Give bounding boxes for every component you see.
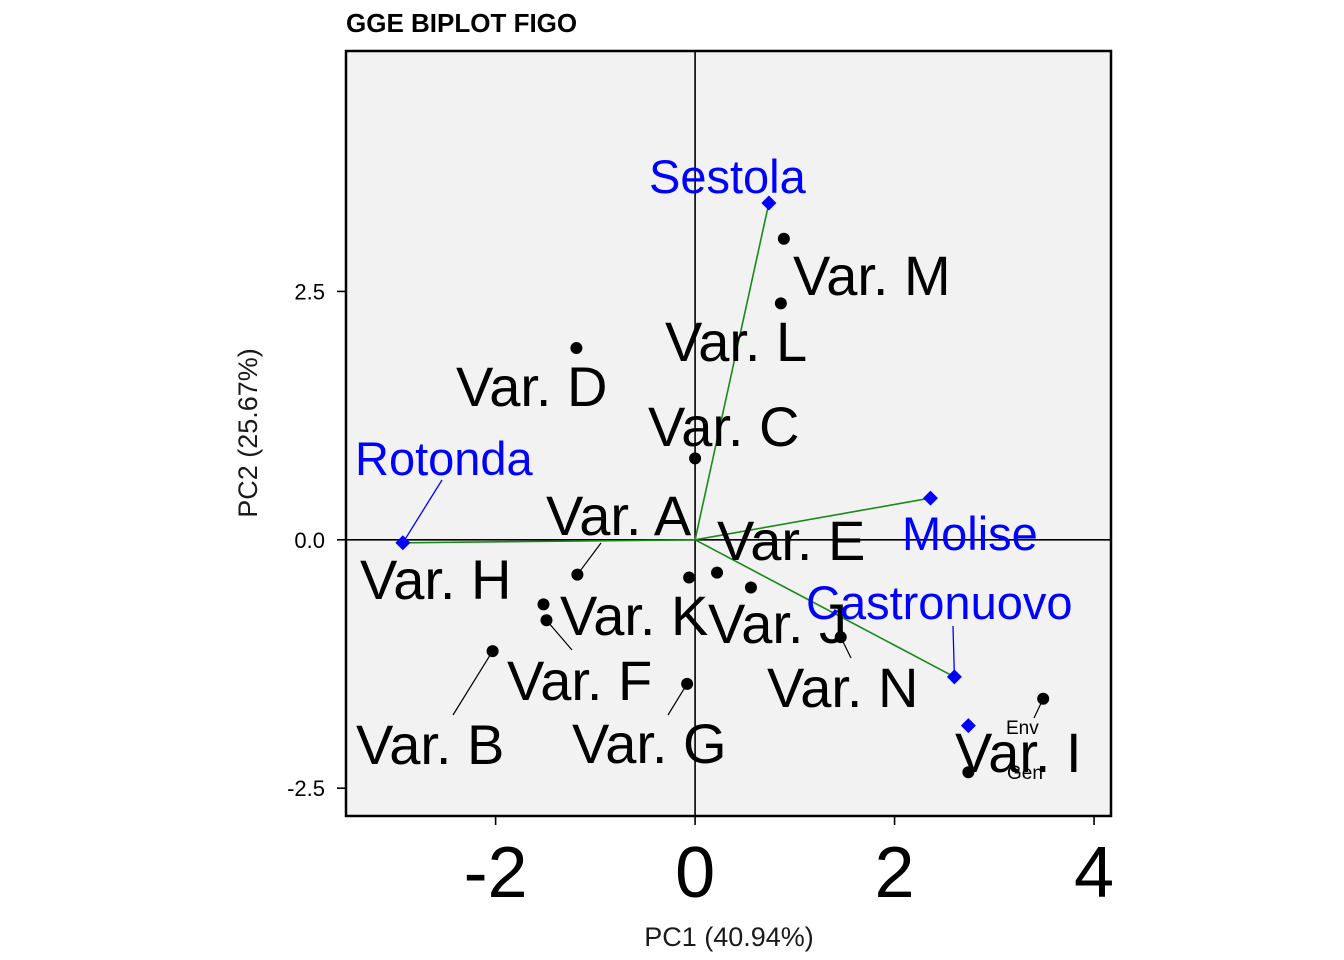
point-var-a (571, 568, 584, 581)
y-tick-label: 0.0 (294, 528, 325, 553)
label-var-a: Var. A (546, 484, 692, 547)
legend-key-env (960, 718, 976, 734)
plot-border (344, 49, 1113, 818)
point-var-b (486, 645, 499, 658)
point-var-g (681, 677, 694, 690)
chart-title: GGE BIPLOT FIGO (346, 8, 577, 38)
point-var-h (537, 598, 550, 611)
label-castronuovo: Castronuovo (806, 576, 1073, 629)
label-var-g: Var. G (572, 712, 727, 775)
point-var-f (540, 614, 553, 627)
label-var-h: Var. H (360, 548, 511, 611)
legend-key-gen (962, 766, 975, 779)
x-tick-label: -2 (464, 833, 528, 913)
leader-var-a (576, 542, 602, 575)
label-var-l: Var. L (665, 310, 807, 373)
leader-var-g (667, 683, 688, 716)
y-axis-title: PC2 (25.67%) (233, 348, 263, 518)
leader-rotonda (402, 479, 443, 544)
leader-castronuovo (952, 625, 956, 677)
point-rotonda (395, 535, 411, 551)
label-var-d: Var. D (456, 355, 607, 418)
label-var-i: Var. I (955, 721, 1082, 784)
label-molise: Molise (902, 507, 1038, 560)
label-var-j: Var. J (708, 592, 847, 655)
point-castronuovo (946, 669, 962, 685)
point-var-k (683, 571, 696, 584)
vector-rotonda (402, 539, 696, 544)
point-var-j (744, 581, 757, 594)
label-var-n: Var. N (767, 656, 918, 719)
x-tick-label: 0 (675, 833, 715, 913)
label-var-e: Var. E (717, 509, 865, 572)
label-var-f: Var. F (507, 649, 652, 712)
plot-panel (346, 51, 1111, 816)
y-tick-label: -2.5 (287, 776, 325, 801)
vector-molise (694, 497, 931, 541)
label-var-m: Var. M (793, 244, 951, 307)
label-sestola: Sestola (649, 150, 807, 203)
point-var-e (711, 566, 724, 579)
point-molise (922, 490, 938, 506)
vector-castronuovo (694, 539, 955, 678)
x-tick-label: 4 (1074, 833, 1114, 913)
point-var-l (774, 297, 787, 310)
x-tick-label: 2 (875, 833, 915, 913)
label-rotonda: Rotonda (355, 432, 534, 485)
point-sestola (761, 195, 777, 211)
point-var-c (689, 452, 702, 465)
x-axis-title: PC1 (40.94%) (644, 922, 814, 952)
point-var-i (1037, 692, 1050, 705)
leader-var-f (546, 619, 573, 651)
leader-var-b (452, 650, 494, 716)
label-var-c: Var. C (648, 395, 799, 458)
y-tick-label: 2.5 (294, 279, 325, 304)
point-var-n (834, 631, 847, 644)
point-var-m (777, 232, 790, 245)
legend-label-env: Env (1006, 718, 1039, 739)
point-var-d (570, 342, 583, 355)
vector-sestola (694, 202, 770, 540)
label-var-b: Var. B (356, 713, 504, 776)
label-var-k: Var. K (560, 584, 708, 647)
legend-label-gen: Gen (1007, 763, 1043, 784)
